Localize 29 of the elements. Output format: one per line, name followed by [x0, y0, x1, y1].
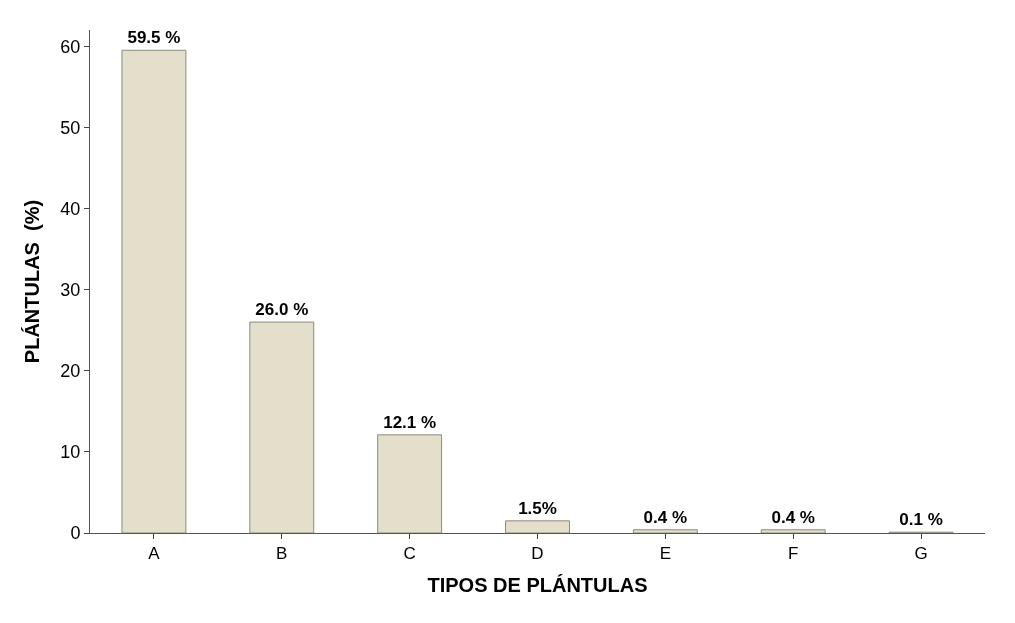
y-tick-label: 10 — [60, 442, 81, 463]
x-axis-title: TIPOS DE PLÁNTULAS — [427, 573, 648, 596]
bar — [632, 529, 698, 533]
y-tick-label: 50 — [60, 117, 81, 138]
bar — [760, 529, 826, 533]
y-tick-label: 40 — [60, 198, 81, 219]
y-tick-label: 0 — [70, 523, 81, 544]
x-tick-label: D — [531, 544, 544, 564]
bar — [377, 434, 443, 533]
bar — [505, 520, 570, 533]
x-tick-label: G — [914, 544, 928, 564]
y-axis-title: PLÁNTULAS (%) — [20, 199, 43, 364]
y-tick-label: 20 — [60, 361, 81, 382]
bar — [249, 321, 315, 533]
y-tick-label: 60 — [60, 36, 81, 57]
data-label: 59.5 % — [127, 28, 181, 48]
data-label: 0.1 % — [899, 510, 943, 530]
x-tick-label: B — [276, 544, 288, 564]
data-label: 12.1 % — [383, 412, 437, 432]
data-label: 1.5% — [518, 498, 557, 518]
x-tick-label: C — [403, 544, 416, 564]
bar — [121, 49, 187, 533]
x-tick-label: A — [148, 544, 161, 564]
data-label: 0.4 % — [643, 507, 688, 527]
y-tick-label: 30 — [60, 279, 81, 300]
data-label: 0.4 % — [771, 507, 815, 527]
data-label: 26.0 % — [255, 300, 309, 320]
x-tick-label: E — [659, 544, 672, 564]
x-tick-label: F — [788, 544, 799, 564]
